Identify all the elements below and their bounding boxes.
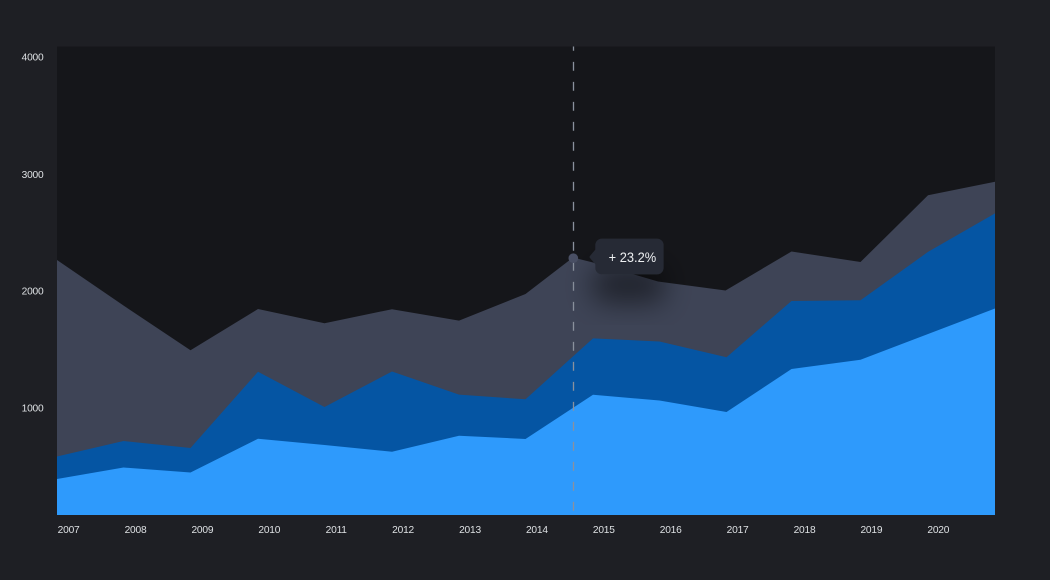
svg-text:2018: 2018	[794, 525, 816, 536]
svg-text:2019: 2019	[860, 525, 882, 536]
svg-text:2016: 2016	[660, 525, 682, 536]
svg-text:2013: 2013	[459, 525, 481, 536]
svg-text:2008: 2008	[125, 525, 147, 536]
svg-text:2009: 2009	[191, 525, 213, 536]
svg-text:1000: 1000	[22, 403, 44, 414]
svg-text:4000: 4000	[22, 53, 44, 64]
svg-text:2007: 2007	[58, 525, 80, 536]
svg-text:+ 23.2%: + 23.2%	[609, 249, 657, 265]
svg-text:2011: 2011	[326, 525, 348, 536]
svg-text:3000: 3000	[22, 170, 44, 181]
svg-text:2020: 2020	[927, 525, 949, 536]
svg-text:2017: 2017	[727, 525, 749, 536]
svg-text:2015: 2015	[593, 525, 615, 536]
svg-text:2000: 2000	[22, 287, 44, 298]
svg-text:2014: 2014	[526, 525, 548, 536]
svg-text:2012: 2012	[392, 525, 414, 536]
svg-text:2010: 2010	[258, 525, 280, 536]
